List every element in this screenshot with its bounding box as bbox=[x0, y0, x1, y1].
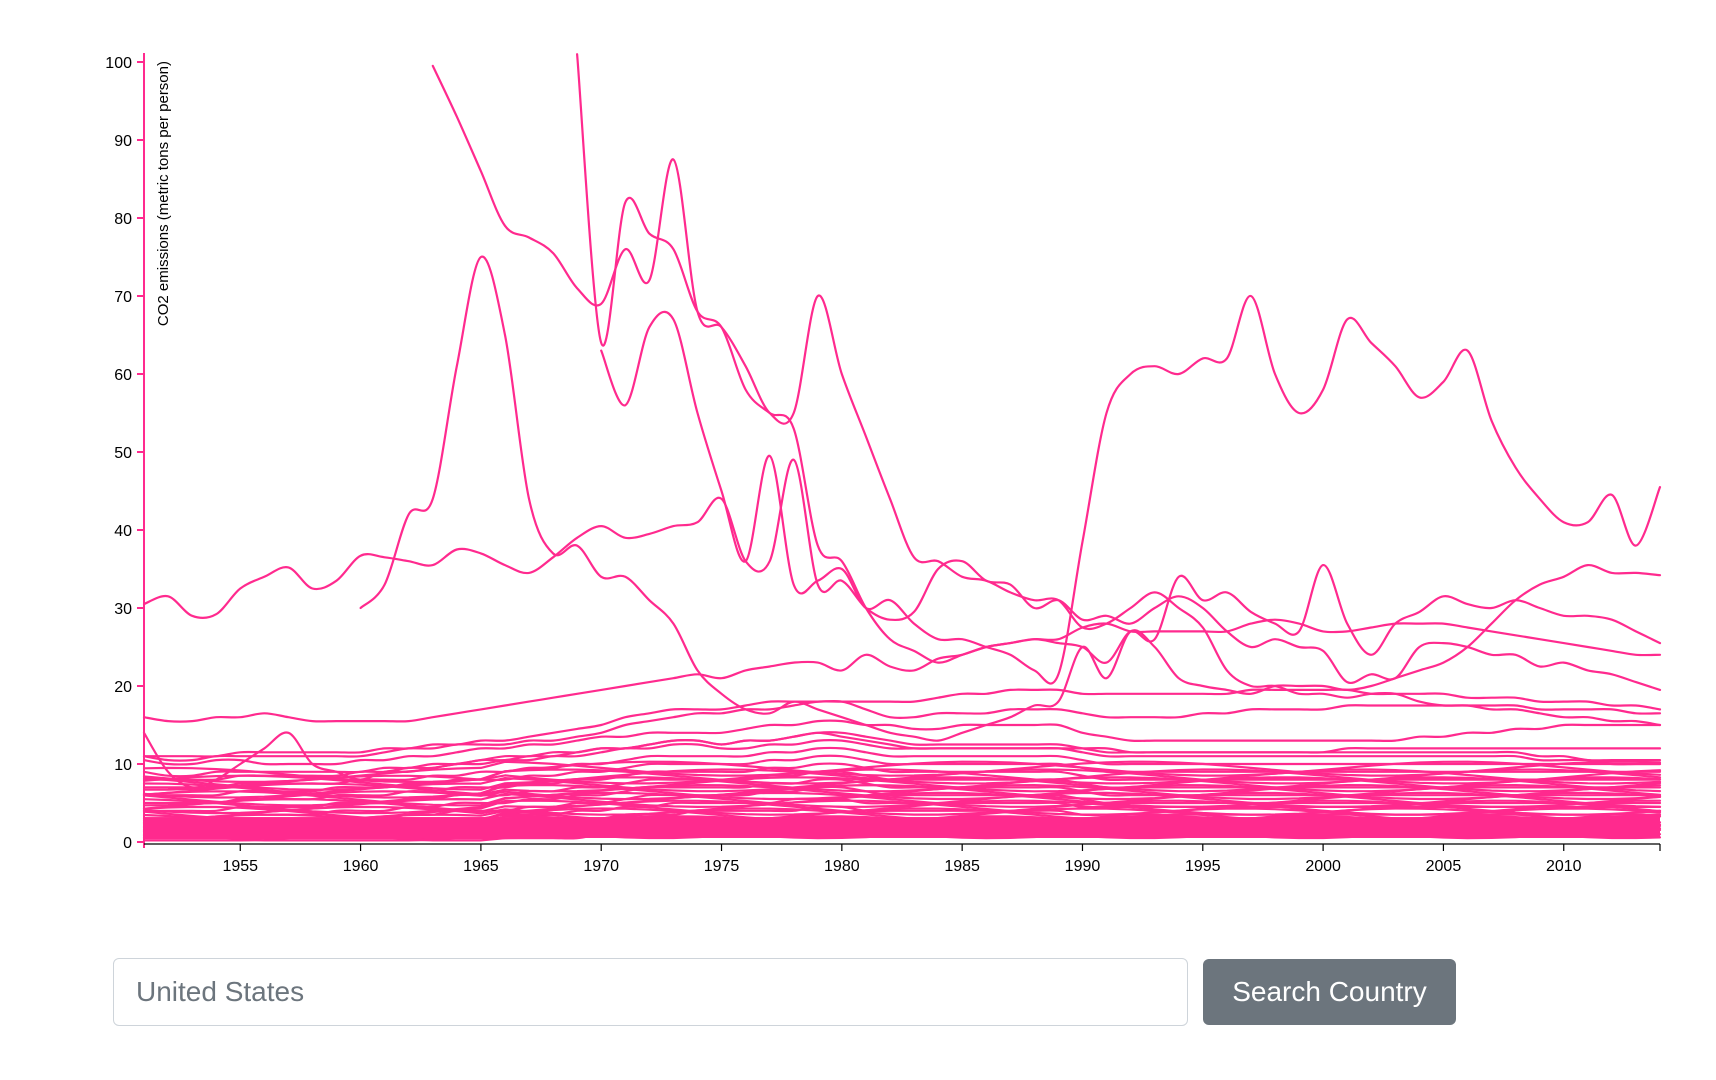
series-line-14 bbox=[142, 762, 1662, 805]
x-tick-label: 2000 bbox=[1305, 858, 1341, 875]
x-tick-label: 1985 bbox=[944, 858, 980, 875]
series-line-5 bbox=[142, 618, 1662, 723]
search-country-button[interactable]: Search Country bbox=[1203, 959, 1456, 1025]
band-line-24 bbox=[142, 776, 1662, 799]
country-search-bar: Search Country bbox=[113, 958, 1456, 1028]
series-line-7 bbox=[142, 688, 1662, 762]
band-line-11 bbox=[142, 807, 1662, 830]
band-line-23 bbox=[142, 784, 1662, 807]
y-tick-label: 40 bbox=[114, 523, 132, 540]
band-line-13 bbox=[142, 791, 1662, 813]
y-tick-label: 30 bbox=[114, 601, 132, 618]
y-axis-title: CO2 emissions (metric tons per person) bbox=[155, 61, 172, 326]
x-tick-label: 1990 bbox=[1065, 858, 1101, 875]
y-tick-label: 50 bbox=[114, 445, 132, 462]
y-tick-label: 20 bbox=[114, 679, 132, 696]
x-tick-label: 1965 bbox=[463, 858, 499, 875]
y-tick-label: 90 bbox=[114, 133, 132, 150]
series-line-16 bbox=[142, 778, 1662, 821]
x-tick-label: 1960 bbox=[343, 858, 379, 875]
band-line-14 bbox=[142, 784, 1662, 807]
series-line-9 bbox=[142, 719, 1662, 766]
band-line-5 bbox=[142, 784, 1662, 807]
x-tick-label: 1980 bbox=[824, 858, 860, 875]
x-axis: 1955 1960 1965 1970 1975 1980 1985 1990 1995 2000… bbox=[144, 843, 1661, 875]
series-line-11 bbox=[142, 739, 1662, 782]
band-fill bbox=[144, 817, 1660, 838]
y-tick-label: 10 bbox=[114, 757, 132, 774]
x-tick-label: 1970 bbox=[583, 858, 619, 875]
band-line-17 bbox=[142, 760, 1662, 783]
series-line-4 bbox=[359, 255, 1662, 742]
y-tick-label: 0 bbox=[123, 835, 132, 852]
series-line-2 bbox=[576, 53, 1662, 664]
country-search-input[interactable] bbox=[113, 958, 1188, 1026]
low-emission-band bbox=[142, 760, 1662, 842]
band-line-4 bbox=[142, 791, 1662, 815]
x-tick-label: 1995 bbox=[1185, 858, 1221, 875]
x-tick-label: 1975 bbox=[704, 858, 740, 875]
series-line-10 bbox=[142, 731, 1662, 778]
series-line-3 bbox=[600, 294, 1662, 685]
x-tick-label: 2005 bbox=[1426, 858, 1462, 875]
chart-svg: 0 10 20 30 40 50 60 70 80 90 100 CO2 emissions (met… bbox=[105, 53, 1662, 875]
series-group bbox=[142, 53, 1662, 840]
y-axis: 0 10 20 30 40 50 60 70 80 90 100 CO2 emissions (met… bbox=[105, 53, 172, 852]
series-line-6 bbox=[142, 699, 1662, 758]
band-line-25 bbox=[142, 768, 1662, 791]
y-tick-label: 80 bbox=[114, 211, 132, 228]
y-tick-label: 60 bbox=[114, 367, 132, 384]
y-tick-label: 70 bbox=[114, 289, 132, 306]
band-line-8 bbox=[142, 760, 1662, 783]
x-tick-label: 1955 bbox=[222, 858, 258, 875]
band-line-22 bbox=[142, 791, 1662, 815]
x-tick-label: 2010 bbox=[1546, 858, 1582, 875]
co2-line-chart: 0 10 20 30 40 50 60 70 80 90 100 CO2 emissions (met… bbox=[105, 53, 1662, 875]
y-tick-label: 100 bbox=[105, 55, 132, 72]
series-line-0 bbox=[142, 458, 1662, 691]
